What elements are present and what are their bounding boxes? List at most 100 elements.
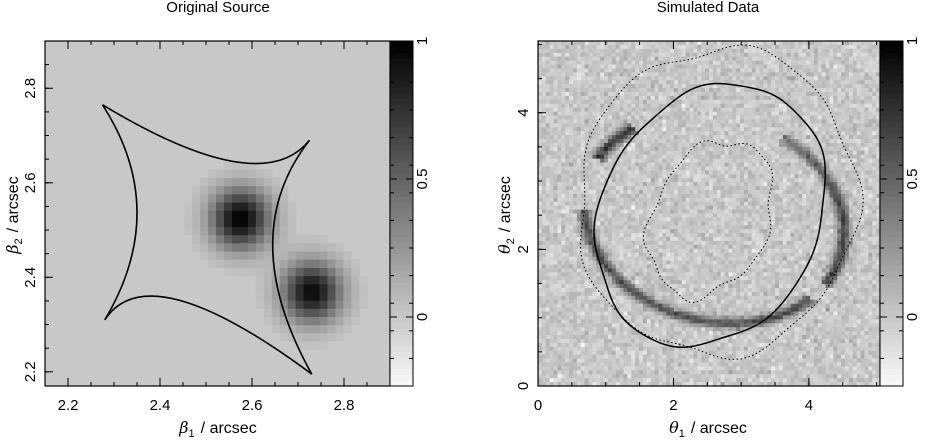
data-pixel: [604, 131, 609, 136]
data-pixel: [596, 248, 601, 254]
data-pixel: [607, 189, 613, 195]
data-pixel: [689, 182, 694, 187]
data-pixel: [732, 154, 737, 160]
data-pixel: [724, 338, 729, 344]
data-pixel: [569, 217, 574, 222]
data-pixel: [697, 193, 702, 199]
data-pixel: [572, 72, 578, 77]
data-pixel: [588, 350, 593, 356]
data-pixel: [685, 131, 690, 136]
data-pixel: [646, 174, 652, 179]
data-pixel: [709, 158, 714, 163]
source-pixel: [287, 291, 297, 301]
data-pixel: [541, 338, 547, 344]
data-pixel: [541, 370, 547, 375]
data-pixel: [685, 350, 690, 356]
data-pixel: [732, 158, 737, 163]
data-pixel: [728, 225, 733, 230]
data-pixel: [654, 103, 659, 109]
data-pixel: [635, 248, 640, 254]
data-pixel: [588, 60, 593, 65]
data-pixel: [604, 244, 609, 250]
data-pixel: [569, 48, 574, 54]
data-pixel: [635, 221, 640, 226]
data-pixel: [670, 123, 675, 128]
data-pixel: [541, 331, 547, 336]
data-pixel: [607, 374, 613, 379]
source-pixel: [279, 226, 289, 236]
source-pixel: [192, 234, 201, 244]
data-pixel: [584, 362, 589, 367]
data-pixel: [576, 91, 582, 97]
data-pixel: [631, 366, 636, 371]
source-pixel: [192, 185, 201, 195]
data-pixel: [635, 193, 640, 199]
colorbar-step: [390, 173, 413, 180]
data-pixel: [639, 370, 644, 375]
data-pixel: [720, 331, 725, 336]
data-pixel: [705, 284, 710, 289]
data-pixel: [561, 252, 566, 258]
source-pixel: [255, 177, 265, 187]
data-pixel: [538, 72, 543, 77]
source-pixel: [208, 210, 217, 219]
data-pixel: [650, 189, 655, 195]
data-pixel: [541, 91, 547, 97]
data-pixel: [600, 95, 605, 101]
data-pixel: [685, 260, 690, 265]
data-pixel: [600, 178, 605, 183]
data-pixel: [545, 256, 551, 261]
data-pixel: [584, 201, 589, 207]
data-pixel: [541, 374, 547, 379]
data-pixel: [619, 217, 624, 222]
source-pixel: [192, 242, 201, 252]
data-pixel: [619, 99, 624, 105]
data-pixel: [697, 205, 702, 210]
data-pixel: [611, 217, 617, 222]
data-pixel: [545, 331, 551, 336]
data-pixel: [611, 307, 617, 312]
data-pixel: [572, 150, 578, 156]
data-pixel: [569, 80, 574, 85]
data-pixel: [724, 162, 729, 167]
data-pixel: [584, 358, 589, 363]
data-pixel: [681, 201, 687, 207]
data-pixel: [677, 154, 683, 160]
data-pixel: [693, 76, 698, 81]
data-pixel: [631, 60, 636, 65]
data-pixel: [697, 115, 702, 120]
data-pixel: [607, 158, 613, 163]
data-pixel: [569, 244, 574, 250]
data-pixel: [720, 64, 725, 69]
data-pixel: [697, 287, 702, 293]
data-pixel: [596, 338, 601, 344]
data-pixel: [689, 256, 694, 261]
data-pixel: [584, 229, 589, 234]
data-pixel: [689, 287, 694, 293]
data-pixel: [716, 123, 722, 128]
data-pixel: [580, 178, 586, 183]
data-pixel: [642, 303, 648, 308]
data-pixel: [635, 315, 640, 320]
data-pixel: [693, 154, 698, 160]
data-pixel: [604, 174, 609, 179]
data-pixel: [584, 338, 589, 344]
data-pixel: [712, 131, 718, 136]
data-pixel: [561, 284, 566, 289]
data-pixel: [600, 182, 605, 187]
source-pixel: [343, 291, 352, 301]
data-pixel: [604, 189, 609, 195]
data-pixel: [615, 358, 621, 363]
data-pixel: [538, 91, 543, 97]
data-pixel: [697, 174, 702, 179]
data-pixel: [732, 237, 737, 242]
data-pixel: [615, 150, 621, 156]
data-pixel: [615, 287, 621, 293]
data-pixel: [728, 303, 733, 308]
data-pixel: [569, 374, 574, 379]
data-pixel: [611, 72, 617, 77]
data-pixel: [650, 139, 655, 144]
data-pixel: [709, 84, 714, 89]
data-pixel: [701, 131, 706, 136]
data-pixel: [712, 276, 718, 281]
